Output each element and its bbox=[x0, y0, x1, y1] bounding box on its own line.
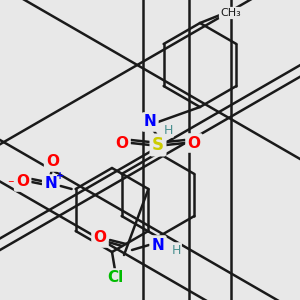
Text: O: O bbox=[116, 136, 128, 151]
Text: N: N bbox=[44, 176, 57, 191]
Text: ⁻: ⁻ bbox=[7, 178, 14, 191]
Text: +: + bbox=[56, 171, 64, 181]
Text: S: S bbox=[152, 136, 164, 154]
Text: O: O bbox=[94, 230, 106, 245]
Text: H: H bbox=[171, 244, 181, 256]
Text: O: O bbox=[188, 136, 200, 151]
Text: O: O bbox=[46, 154, 59, 169]
Text: Cl: Cl bbox=[107, 271, 123, 286]
Text: N: N bbox=[152, 238, 164, 253]
Text: H: H bbox=[163, 124, 173, 136]
Text: N: N bbox=[144, 115, 156, 130]
Text: O: O bbox=[16, 175, 29, 190]
Text: CH₃: CH₃ bbox=[220, 8, 241, 18]
